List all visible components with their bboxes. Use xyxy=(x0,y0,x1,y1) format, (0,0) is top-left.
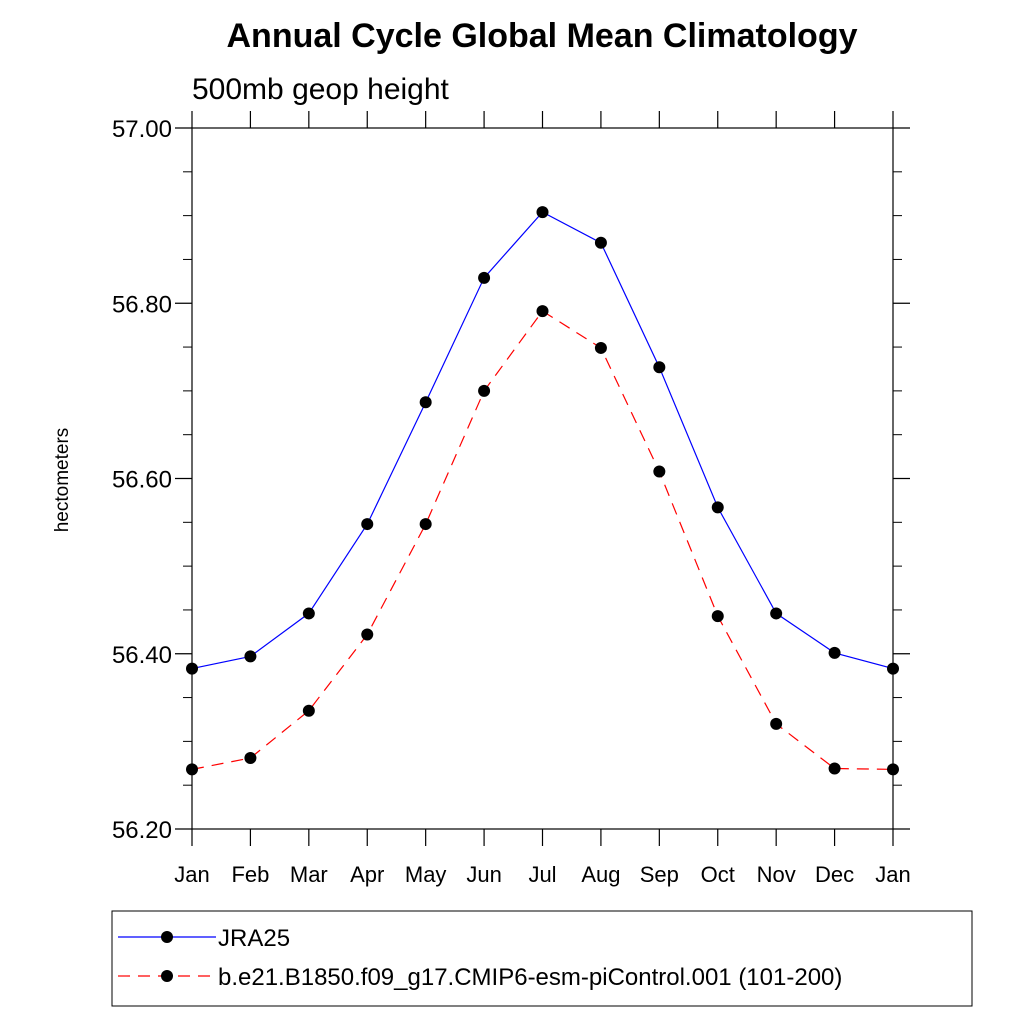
data-point xyxy=(244,650,257,663)
data-point xyxy=(361,628,374,641)
data-point xyxy=(828,762,841,775)
data-point xyxy=(536,206,549,219)
data-point xyxy=(711,610,724,623)
data-point xyxy=(594,236,607,249)
x-tick-label: Nov xyxy=(757,862,796,887)
data-point xyxy=(478,271,491,284)
y-tick-label: 56.80 xyxy=(112,291,172,318)
data-point xyxy=(419,396,432,409)
legend-label-cmip6: b.e21.B1850.f09_g17.CMIP6-esm-piControl.… xyxy=(218,964,842,991)
data-point xyxy=(711,501,724,514)
x-tick-label: Jul xyxy=(528,862,556,887)
x-tick-label: Dec xyxy=(815,862,854,887)
chart-title: Annual Cycle Global Mean Climatology xyxy=(227,17,858,55)
data-point xyxy=(478,384,491,397)
legend: JRA25 b.e21.B1850.f09_g17.CMIP6-esm-piCo… xyxy=(111,910,973,1007)
legend-marker-cmip6 xyxy=(161,970,173,982)
y-tick-label: 56.20 xyxy=(112,817,172,844)
series-lines xyxy=(191,211,894,770)
data-point xyxy=(536,305,549,318)
x-tick-label: Feb xyxy=(231,862,269,887)
series-line-1 xyxy=(191,310,894,770)
y-tick-label: 57.00 xyxy=(112,116,172,143)
data-point xyxy=(770,607,783,620)
data-point xyxy=(828,646,841,659)
x-tick-label: Aug xyxy=(581,862,620,887)
x-tick-label: Jan xyxy=(875,862,910,887)
legend-marker-jra25 xyxy=(161,931,173,943)
data-point xyxy=(302,607,315,620)
data-point xyxy=(653,465,666,478)
y-tick-label: 56.60 xyxy=(112,467,172,494)
x-tick-label: Oct xyxy=(701,862,735,887)
data-point xyxy=(419,518,432,531)
x-tick-label: Sep xyxy=(640,862,679,887)
chart-subtitle: 500mb geop height xyxy=(192,73,450,106)
legend-label-jra25: JRA25 xyxy=(218,925,290,952)
data-point xyxy=(361,518,374,531)
data-point xyxy=(653,361,666,374)
x-tick-label: May xyxy=(405,862,447,887)
x-tick-label: Jan xyxy=(174,862,209,887)
data-point xyxy=(302,704,315,717)
series-markers xyxy=(186,206,899,776)
x-tick-label: Mar xyxy=(290,862,328,887)
tick-labels: 56.20 56.40 56.60 56.80 57.00 Jan Feb Mar Apr May… xyxy=(112,116,911,887)
series-line-0 xyxy=(191,211,894,670)
data-point xyxy=(594,341,607,354)
x-tick-label: Apr xyxy=(350,862,384,887)
legend-box xyxy=(111,910,973,1007)
data-point xyxy=(770,717,783,730)
plot-frame xyxy=(191,127,894,830)
axis-ticks xyxy=(175,111,910,846)
y-tick-label: 56.40 xyxy=(112,642,172,669)
y-axis-label: hectometers xyxy=(52,428,73,533)
data-point xyxy=(244,752,257,765)
x-tick-label: Jun xyxy=(466,862,501,887)
